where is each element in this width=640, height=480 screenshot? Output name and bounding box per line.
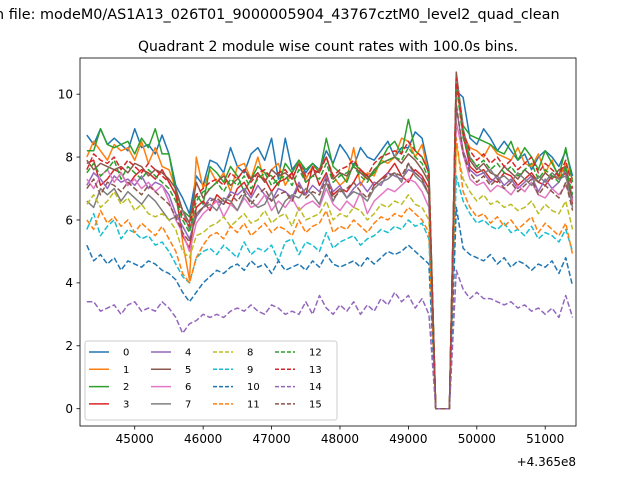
x-tick-label: 49000: [389, 432, 427, 446]
x-tick-label: 45000: [116, 432, 154, 446]
y-tick-label: 10: [58, 87, 73, 101]
legend-label-12: 12: [309, 348, 322, 359]
legend-box: [84, 340, 338, 421]
legend-label-8: 8: [247, 348, 253, 359]
legend-label-15: 15: [309, 399, 322, 410]
legend-label-5: 5: [185, 365, 191, 376]
x-tick-label: 51000: [526, 432, 564, 446]
legend-label-7: 7: [185, 399, 191, 410]
y-tick-label: 0: [65, 402, 73, 416]
series-line-4: [86, 106, 574, 410]
y-tick-label: 8: [65, 150, 73, 164]
legend-label-0: 0: [123, 348, 129, 359]
series-line-6: [86, 121, 574, 410]
y-tick-label: 6: [65, 213, 73, 227]
series-line-15: [86, 102, 574, 410]
series-line-0: [86, 90, 574, 410]
x-axis-offset-label: +4.365e8: [517, 455, 576, 469]
x-tick-label: 46000: [184, 432, 222, 446]
series-line-8: [86, 143, 574, 410]
x-axis: 45000 46000 47000 48000 49000 50000 51000: [116, 426, 564, 446]
legend-label-2: 2: [123, 382, 129, 393]
series-line-12: [86, 83, 574, 410]
y-axis: 0 2 4 6 8 10: [58, 87, 80, 416]
legend-label-4: 4: [185, 348, 191, 359]
x-tick-label: 50000: [458, 432, 496, 446]
y-tick-label: 2: [65, 339, 73, 353]
series-line-2: [86, 74, 574, 410]
series-line-11: [86, 137, 574, 410]
series-line-14: [86, 269, 574, 410]
legend-label-1: 1: [123, 365, 129, 376]
x-tick-label: 48000: [321, 432, 359, 446]
y-tick-label: 4: [65, 276, 73, 290]
legend-label-14: 14: [309, 382, 322, 393]
x-tick-label: 47000: [252, 432, 290, 446]
series-line-9: [86, 175, 574, 410]
legend-label-11: 11: [247, 399, 260, 410]
legend-label-6: 6: [185, 382, 191, 393]
legend-label-3: 3: [123, 399, 129, 410]
chart-title: Quadrant 2 module wise count rates with …: [138, 39, 518, 55]
axes-frame: [79, 57, 577, 427]
legend-label-13: 13: [309, 365, 322, 376]
figure-suptitle: n file: modeM0/AS1A13_026T01_9000005904_…: [0, 7, 560, 23]
series-group: [86, 71, 574, 410]
series-line-10: [86, 206, 574, 410]
legend-label-9: 9: [247, 365, 253, 376]
series-line-13: [86, 77, 574, 410]
legend-label-10: 10: [247, 382, 260, 393]
